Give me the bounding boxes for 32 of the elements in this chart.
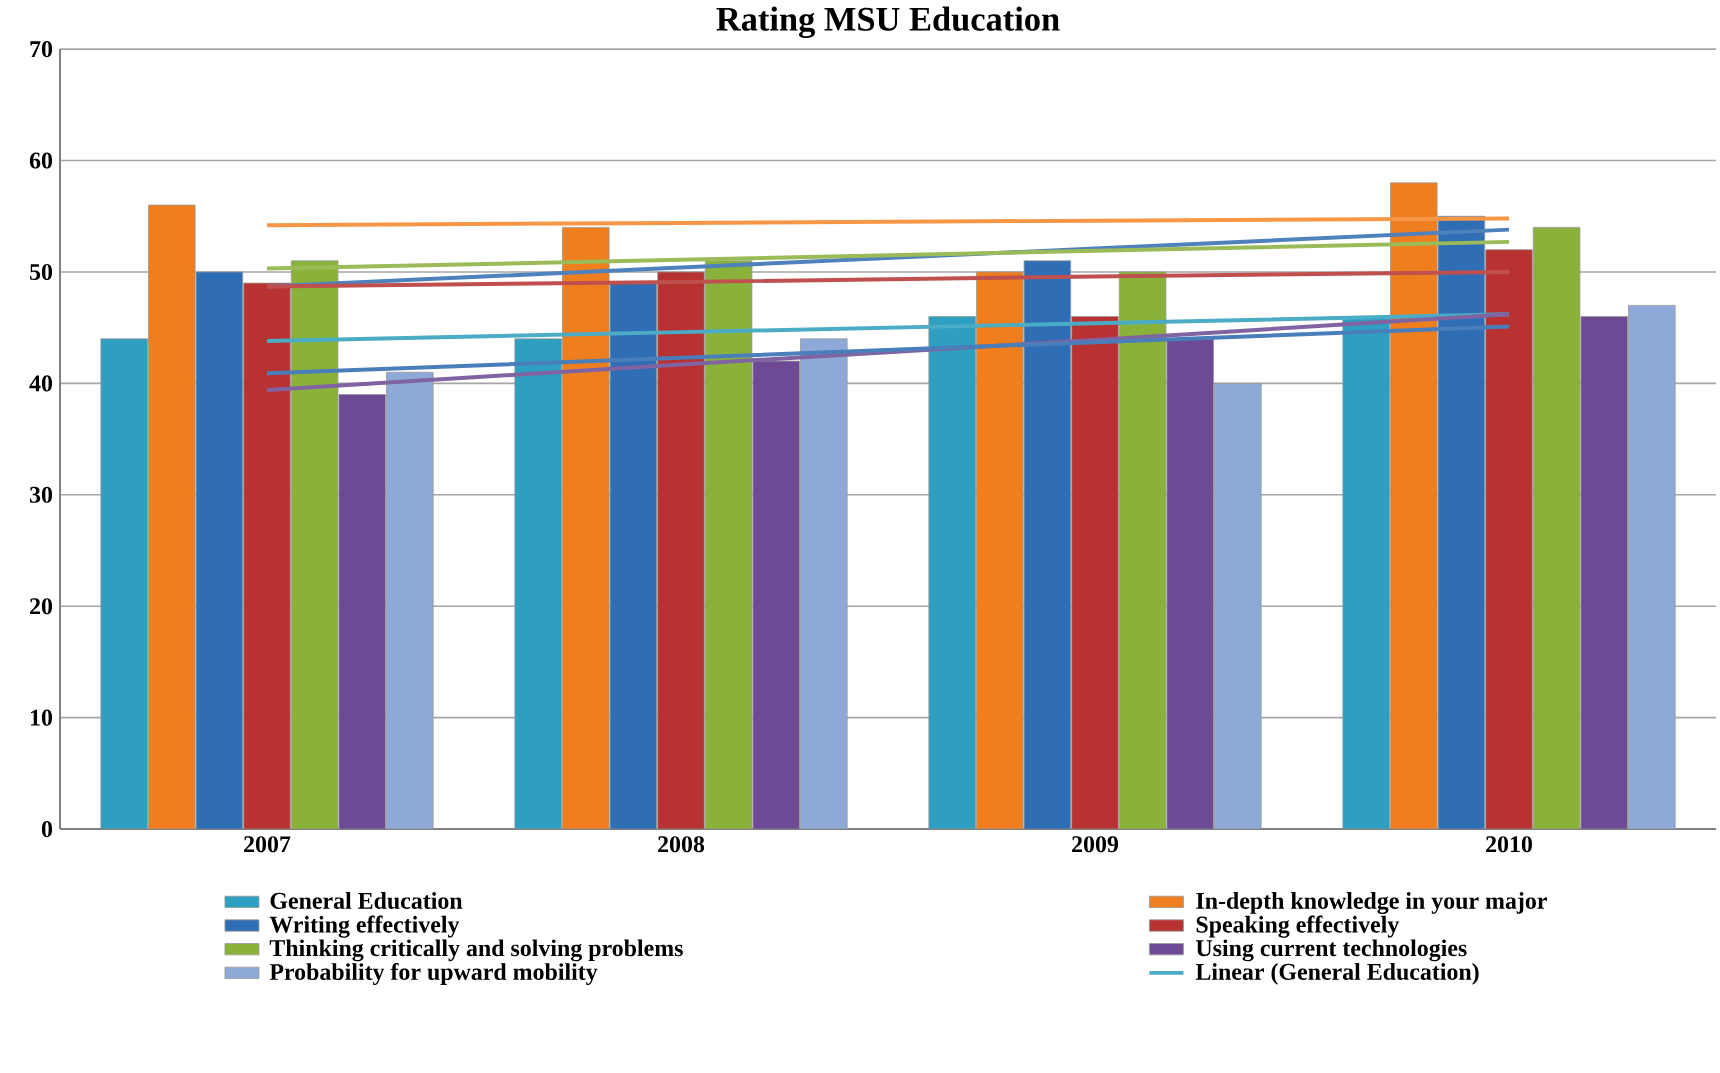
x-tick-label: 2007 [244,836,291,853]
bar [1532,226,1581,830]
line-series [265,324,1512,376]
bar [195,271,244,830]
legend-label: Probability for upward mobility [269,962,598,985]
legend-label: General Education [270,892,463,909]
y-tick-label: 60 [29,152,53,169]
x-tick-label: 2008 [658,836,705,853]
bar [1023,260,1072,830]
bar [290,260,339,830]
legend-label: Speaking effectively [1196,915,1400,938]
legend-label: In-depth knowledge in your major [1196,892,1547,914]
legend-label: Writing effectively [269,915,460,938]
bar [609,282,658,830]
x-tick-label: 2010 [1486,836,1532,853]
x-tick-label: 2009 [1072,836,1119,853]
legend-label: Thinking critically and solving problems [269,939,683,962]
line-series [265,216,1512,228]
chart-title: Rating MSU Education [716,6,1060,39]
y-tick-label: 20 [30,598,53,615]
legend-label: Linear (General Education) [1195,963,1479,985]
legend-label: Using current technologies [1196,939,1467,962]
line-series [265,269,1512,289]
y-tick-label: 40 [29,375,53,392]
line-series [265,239,1512,271]
y-tick-label: 70 [30,40,53,58]
bar [1118,271,1167,830]
y-tick-label: 0 [41,820,53,838]
y-tick-label: 30 [29,486,53,503]
y-tick-label: 10 [30,709,53,726]
y-tick-label: 50 [30,263,53,280]
bar [704,260,753,830]
